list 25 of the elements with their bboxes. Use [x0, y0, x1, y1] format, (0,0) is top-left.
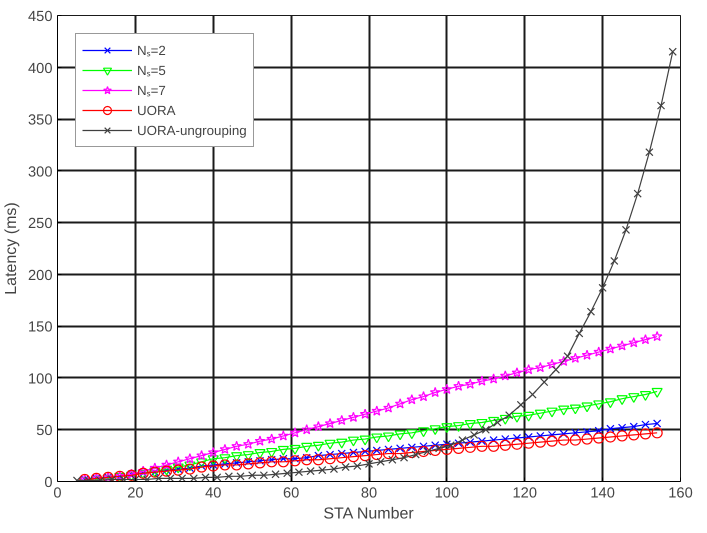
legend-label: Nₛ=7: [137, 82, 166, 99]
y-tick-label: 200: [28, 268, 53, 284]
legend-label: UORA: [137, 102, 176, 118]
y-tick-label: 100: [28, 371, 53, 388]
y-tick-label: 150: [28, 320, 53, 336]
legend-label: UORA-ungrouping: [137, 122, 247, 138]
x-tick-label: 140: [590, 486, 615, 502]
y-tick-label: 450: [28, 9, 53, 25]
y-axis-title: Latency (ms): [3, 202, 20, 295]
x-tick-label: 120: [512, 486, 537, 502]
y-tick-label: 350: [28, 112, 53, 129]
legend-label: Nₛ=2: [137, 42, 166, 59]
y-tick-label: 0: [44, 475, 53, 491]
x-tick-label: 20: [127, 486, 144, 502]
y-tick-label: 50: [36, 423, 53, 440]
x-tick-label: 40: [205, 486, 222, 502]
x-axis-title: STA Number: [323, 506, 414, 522]
x-tick-label: 80: [360, 486, 378, 502]
y-tick-label: 300: [28, 164, 53, 180]
x-tick-label: 160: [668, 486, 693, 502]
legend-label: Nₛ=5: [137, 62, 166, 79]
y-tick-label: 400: [28, 60, 53, 77]
x-tick-label: 60: [282, 486, 300, 502]
y-tick-label: 250: [28, 216, 53, 232]
x-tick-label: 100: [434, 486, 460, 502]
